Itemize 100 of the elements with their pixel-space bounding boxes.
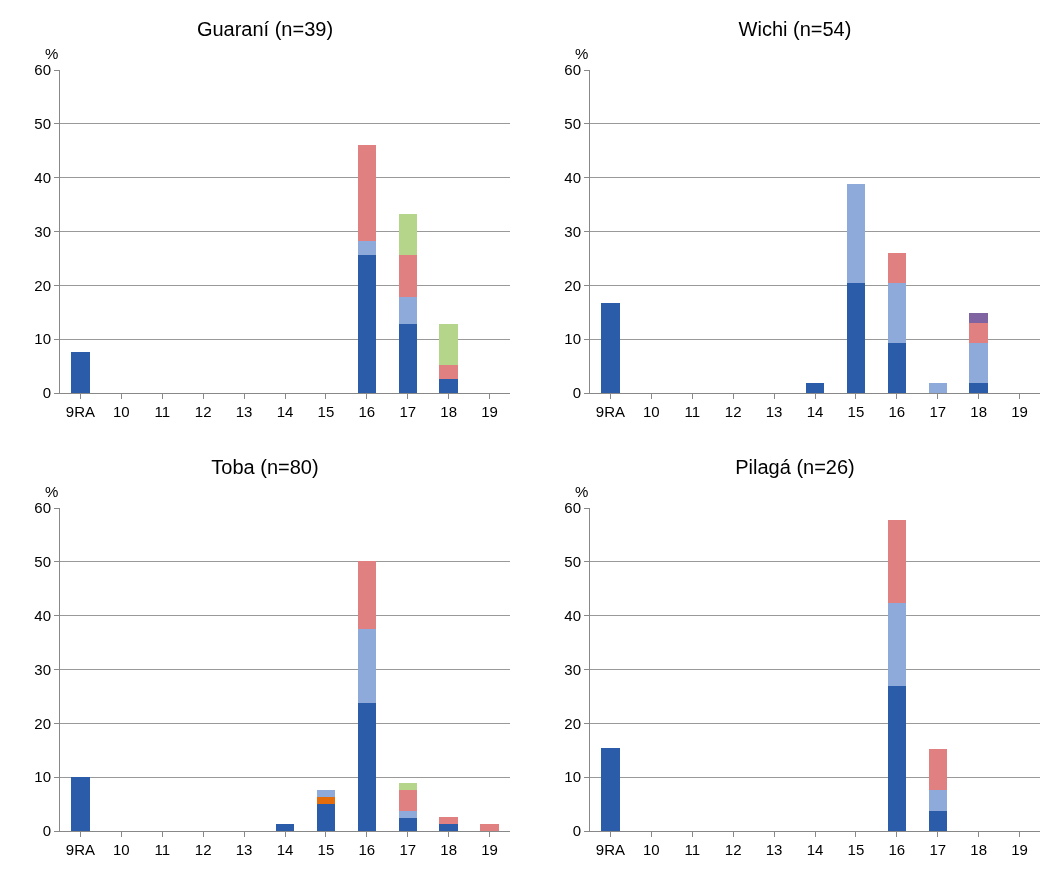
y-tick-label: 10: [564, 768, 581, 786]
x-tick-label: 11: [154, 403, 171, 420]
y-tick-label: 50: [564, 553, 581, 571]
bar: [398, 255, 417, 297]
x-tick-label: 12: [724, 403, 742, 420]
x-tick-label: 12: [194, 841, 212, 858]
x-tick-label: 18: [970, 841, 987, 858]
y-axis-title: %: [45, 483, 59, 500]
bar: [887, 686, 907, 831]
bar: [928, 810, 947, 831]
y-tick-label: 0: [572, 384, 581, 402]
y-tick-label: 10: [34, 768, 51, 786]
bar: [601, 303, 620, 393]
x-tick-label: 16: [888, 403, 906, 420]
bar: [398, 324, 417, 393]
y-tick-label: 30: [564, 222, 581, 240]
y-tick-label: 50: [564, 115, 581, 133]
y-tick-label: 20: [34, 714, 51, 732]
x-tick-label: 13: [235, 841, 253, 858]
y-axis-title: %: [575, 45, 589, 62]
y-tick-label: 10: [564, 330, 581, 348]
y-tick-label: 20: [34, 276, 51, 294]
x-tick-label: 13: [765, 403, 783, 420]
bar: [398, 296, 417, 325]
y-tick-label: 60: [564, 499, 581, 517]
x-tick-label: 14: [806, 403, 824, 420]
bar: [357, 628, 377, 703]
x-tick-label: 9RA: [595, 403, 626, 420]
bar: [398, 790, 417, 811]
x-tick-label: 15: [317, 841, 335, 858]
x-tick-label: 18: [440, 841, 457, 858]
y-axis-title: %: [575, 483, 589, 500]
y-tick-label: 60: [34, 499, 51, 517]
bar: [357, 561, 377, 629]
x-tick-label: 12: [724, 841, 742, 858]
y-tick-label: 20: [564, 276, 581, 294]
bar: [887, 253, 907, 284]
x-tick-label: 10: [113, 841, 130, 858]
x-tick-label: 9RA: [65, 403, 96, 420]
bar: [316, 804, 336, 831]
y-tick-label: 30: [34, 660, 51, 678]
chart-title: Guaraní (n=39): [196, 17, 334, 40]
bar: [969, 312, 988, 324]
x-tick-label: 15: [317, 403, 335, 420]
bar: [398, 810, 417, 818]
y-tick-label: 0: [572, 822, 581, 840]
x-tick-label: 11: [154, 841, 171, 858]
bar: [357, 702, 377, 831]
bar: [928, 790, 947, 811]
x-tick-label: 13: [765, 841, 783, 858]
y-tick-label: 0: [42, 822, 51, 840]
x-tick-label: 19: [481, 403, 498, 420]
bar: [887, 342, 907, 393]
bar: [398, 783, 417, 791]
bar: [357, 255, 377, 393]
y-axis-title: %: [45, 45, 59, 62]
bar: [601, 748, 620, 831]
x-tick-label: 9RA: [65, 841, 96, 858]
x-tick-label: 11: [684, 841, 701, 858]
x-tick-label: 18: [440, 403, 457, 420]
bar: [398, 213, 417, 256]
x-tick-label: 17: [929, 841, 947, 858]
bar: [969, 382, 988, 393]
chart-title: Wichi (n=54): [738, 17, 852, 40]
bar: [969, 342, 988, 383]
y-tick-label: 10: [34, 330, 51, 348]
x-tick-label: 13: [235, 403, 253, 420]
chart-title: Toba (n=80): [211, 455, 319, 478]
bar: [316, 797, 336, 805]
x-tick-label: 17: [399, 403, 417, 420]
x-tick-label: 14: [276, 841, 294, 858]
x-tick-label: 10: [643, 841, 660, 858]
bar: [71, 777, 90, 831]
x-tick-label: 19: [1011, 841, 1028, 858]
x-tick-label: 17: [399, 841, 417, 858]
chart-title: Pilagá (n=26): [735, 455, 855, 478]
bar: [316, 790, 336, 798]
y-tick-label: 0: [42, 384, 51, 402]
bar: [887, 603, 907, 687]
bar: [887, 520, 907, 604]
y-tick-label: 40: [564, 606, 581, 624]
y-tick-label: 40: [34, 606, 51, 624]
x-tick-label: 16: [888, 841, 906, 858]
bar: [846, 283, 866, 393]
x-tick-label: 16: [358, 841, 376, 858]
bar: [357, 241, 377, 256]
bar: [439, 824, 458, 831]
x-tick-label: 11: [684, 403, 701, 420]
bar: [439, 365, 458, 379]
x-tick-label: 12: [194, 403, 212, 420]
bar: [439, 379, 458, 393]
x-tick-label: 17: [929, 403, 947, 420]
y-tick-label: 50: [34, 115, 51, 133]
x-tick-label: 10: [643, 403, 660, 420]
y-tick-label: 50: [34, 553, 51, 571]
bar: [928, 748, 947, 791]
y-tick-label: 30: [34, 222, 51, 240]
bar: [846, 183, 866, 284]
y-tick-label: 30: [564, 660, 581, 678]
x-tick-label: 18: [970, 403, 987, 420]
